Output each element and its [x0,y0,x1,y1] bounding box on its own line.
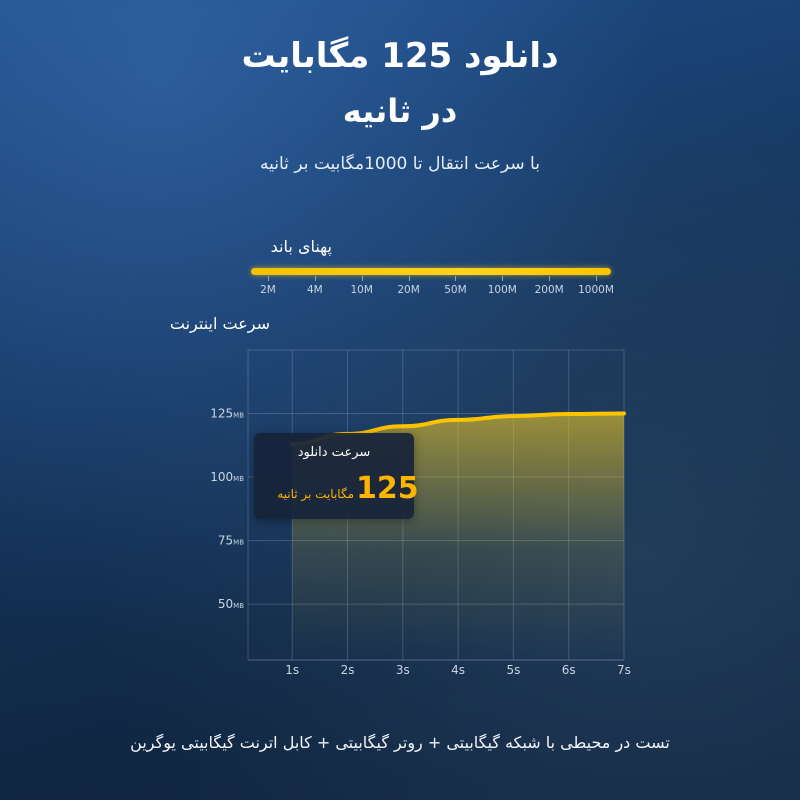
bandwidth-tick [314,276,316,281]
tooltip-title: سرعت دانلود [297,445,371,460]
y-tick-label: 75MB [218,534,244,548]
bandwidth-tick-label: 10M [350,284,373,296]
bandwidth-tick-label: 200M [534,284,564,296]
bandwidth-tick-label: 1000M [578,284,614,296]
subtitle: با سرعت انتقال تا 1000مگابیت بر ثانیه [260,154,540,174]
bandwidth-tick [549,276,551,281]
bandwidth-tick [502,276,504,281]
bandwidth-bar [251,268,611,275]
bandwidth-tick-label: 4M [306,284,323,296]
bandwidth-tick-label: 2M [260,284,276,296]
headline-line-1: دانلود 125 مگابایت [241,36,559,76]
y-tick-label: 50MB [218,597,244,611]
bandwidth-tick [408,276,410,281]
x-tick-label: 4s [451,663,465,677]
bandwidth-tick [361,276,363,281]
x-tick-label: 1s [285,663,299,677]
headline-line-2: در ثانیه [342,92,458,130]
footer-note: تست در محیطی با شبکه گیگابیتی + روتر گیگ… [130,733,670,752]
bandwidth-tick [268,276,269,281]
bandwidth-tick [455,276,457,281]
x-tick-label: 7s [617,663,631,677]
x-tick-label: 6s [562,663,576,677]
x-tick-label: 2s [341,663,355,677]
bandwidth-tick [596,276,597,281]
x-tick-label: 5s [506,663,520,677]
bandwidth-tick-label: 20M [397,284,420,296]
bandwidth-tick-label: 50M [444,284,467,296]
y-tick-label: 125MB [210,407,244,421]
download-speed-tooltip: سرعت دانلود 125 مگابایت بر ثانیه [254,433,419,519]
x-tick-label: 3s [396,663,410,677]
tooltip-value: 125 [356,471,419,506]
bandwidth-tick-label: 100M [487,284,517,296]
bandwidth-label: پهنای باند [270,237,332,256]
tooltip-unit: مگابایت بر ثانیه [277,487,354,501]
chart-title: سرعت اینترنت [169,314,270,333]
y-tick-label: 100MB [210,470,244,484]
